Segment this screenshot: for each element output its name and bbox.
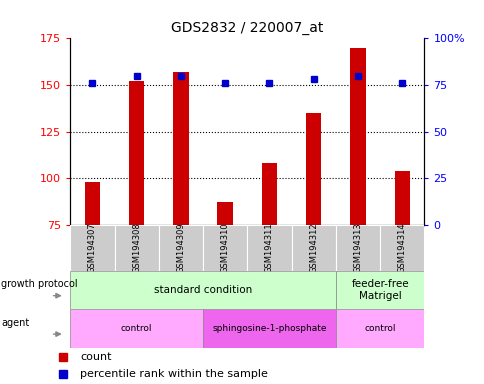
Title: GDS2832 / 220007_at: GDS2832 / 220007_at — [171, 21, 323, 35]
Bar — [129, 81, 144, 225]
Bar — [158, 225, 203, 271]
Bar — [70, 225, 114, 271]
Text: sphingosine-1-phosphate: sphingosine-1-phosphate — [212, 324, 326, 333]
Text: GSM194313: GSM194313 — [353, 222, 362, 273]
Bar — [393, 170, 409, 225]
Bar — [335, 271, 424, 309]
Text: GSM194311: GSM194311 — [264, 222, 273, 273]
Text: count: count — [80, 352, 111, 362]
Bar — [305, 113, 321, 225]
Text: control: control — [363, 324, 395, 333]
Text: control: control — [121, 324, 152, 333]
Text: GSM194309: GSM194309 — [176, 222, 185, 273]
Bar — [203, 309, 335, 348]
Bar — [335, 309, 424, 348]
Bar — [217, 202, 232, 225]
Bar — [261, 163, 277, 225]
Bar — [247, 225, 291, 271]
Text: GSM194308: GSM194308 — [132, 222, 141, 273]
Text: GSM194314: GSM194314 — [397, 222, 406, 273]
Text: GSM194312: GSM194312 — [309, 222, 318, 273]
Text: feeder-free
Matrigel: feeder-free Matrigel — [350, 279, 408, 301]
Text: standard condition: standard condition — [153, 285, 252, 295]
Bar — [173, 72, 188, 225]
Text: GSM194307: GSM194307 — [88, 222, 97, 273]
Text: agent: agent — [1, 318, 30, 328]
Bar — [349, 48, 365, 225]
Bar — [335, 225, 379, 271]
Text: growth protocol: growth protocol — [1, 279, 78, 289]
Bar — [85, 182, 100, 225]
Bar — [203, 225, 247, 271]
Bar — [70, 309, 203, 348]
Bar — [379, 225, 424, 271]
Text: GSM194310: GSM194310 — [220, 222, 229, 273]
Text: percentile rank within the sample: percentile rank within the sample — [80, 369, 267, 379]
Bar — [70, 271, 335, 309]
Bar — [114, 225, 158, 271]
Bar — [291, 225, 335, 271]
